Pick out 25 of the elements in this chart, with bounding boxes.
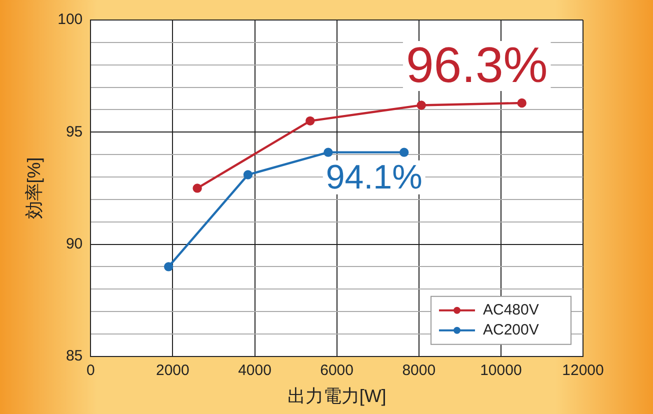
x-tick-label: 8000 bbox=[402, 362, 436, 380]
x-tick-label: 4000 bbox=[238, 362, 272, 380]
annotation: 96.3% bbox=[406, 36, 548, 93]
x-tick-label: 12000 bbox=[562, 362, 604, 380]
point bbox=[164, 262, 174, 272]
legend-label: AC200V bbox=[483, 322, 539, 339]
y-tick-label: 100 bbox=[58, 11, 83, 28]
x-tick-label: 2000 bbox=[156, 362, 190, 380]
annotation: 94.1% bbox=[326, 158, 422, 197]
y-tick-label: 85 bbox=[66, 348, 83, 365]
point bbox=[400, 148, 409, 157]
y-axis-title: 効率[%] bbox=[24, 157, 44, 220]
y-tick-label: 90 bbox=[66, 235, 83, 252]
x-tick-label: 0 bbox=[86, 362, 95, 380]
point bbox=[192, 184, 202, 193]
legend-label: AC480V bbox=[483, 302, 539, 319]
x-tick-label: 6000 bbox=[320, 362, 354, 380]
point bbox=[243, 170, 253, 180]
point bbox=[416, 100, 426, 110]
y-tick-label: 95 bbox=[66, 123, 83, 140]
point bbox=[517, 98, 526, 108]
x-axis-title: 出力電力[W] bbox=[287, 386, 386, 406]
x-tick-label: 10000 bbox=[480, 362, 522, 380]
point bbox=[324, 148, 333, 157]
point bbox=[306, 116, 315, 126]
